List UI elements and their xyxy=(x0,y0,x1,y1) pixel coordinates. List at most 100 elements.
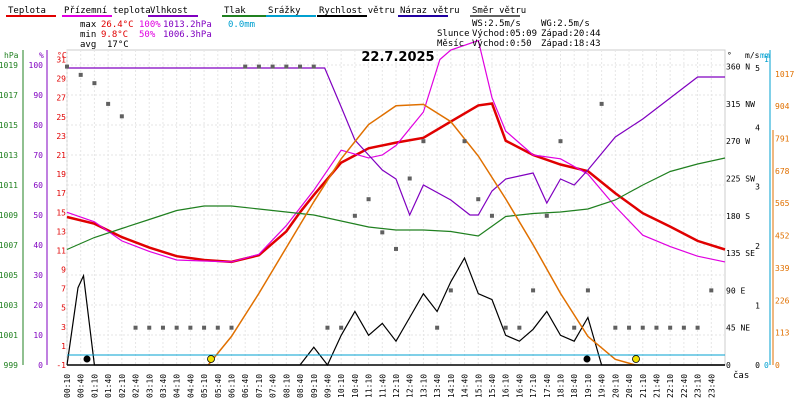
temperature-tick: -1 xyxy=(56,361,66,370)
temperature-tick: 21 xyxy=(56,151,66,160)
humidity-axis-label: % xyxy=(39,51,44,60)
solar-tick: 113 xyxy=(775,329,790,338)
wind-dir-axis-label: ° xyxy=(727,51,732,60)
x-tick-label: 14:40 xyxy=(461,374,470,398)
temperature-tick: 11 xyxy=(56,246,66,255)
wind-dir-point xyxy=(298,64,303,69)
x-tick-label: 03:10 xyxy=(145,374,154,398)
stats-avg-label: avg xyxy=(80,40,96,50)
solar-tick: 791 xyxy=(775,134,790,143)
x-tick-label: 01:10 xyxy=(90,374,99,398)
info-block: WS:2.5m/s WG:2.5m/s Slunce Východ:05:09 … xyxy=(437,19,601,49)
wind-dir-point xyxy=(366,197,371,202)
temperature-tick: 27 xyxy=(56,94,66,103)
wind-dir-point xyxy=(668,325,673,330)
x-tick-label: 02:10 xyxy=(118,374,127,398)
legend-item: Náraz větru xyxy=(400,6,460,16)
x-tick-label: 22:10 xyxy=(666,374,675,398)
x-tick-label: 05:10 xyxy=(200,374,209,398)
pressure-tick: 1001 xyxy=(0,331,18,340)
x-tick-label: 10:40 xyxy=(351,374,360,398)
wind-speed-axis-label: m/s xyxy=(745,51,760,60)
humidity-tick: 0 xyxy=(38,361,43,370)
pressure-axis-label: hPa xyxy=(4,51,19,60)
x-tick-label: 09:40 xyxy=(323,374,332,398)
legend-item: Vlhkost xyxy=(150,6,188,16)
wind-dir-point xyxy=(215,325,220,330)
wind-speed-tick: 2 xyxy=(755,242,760,251)
x-tick-label: 08:40 xyxy=(296,374,305,398)
wind-dir-point xyxy=(462,139,467,144)
wind-dir-point xyxy=(531,288,536,293)
x-tick-label: 06:10 xyxy=(228,374,237,398)
wind-dir-point xyxy=(65,64,69,69)
wind-dir-point xyxy=(78,72,83,77)
pressure-tick: 999 xyxy=(4,361,19,370)
humidity-tick: 20 xyxy=(33,301,43,310)
wind-dir-tick: 225 SW xyxy=(726,174,755,183)
rain-axis-label: mm xyxy=(760,51,770,60)
moonset-marker xyxy=(583,355,591,363)
wind-dir-point xyxy=(599,101,604,106)
sunrise-marker xyxy=(207,355,215,363)
wind-dir-point xyxy=(558,139,563,144)
humidity-tick: 50 xyxy=(33,211,43,220)
sunset-marker xyxy=(632,355,640,363)
temperature-tick: 3 xyxy=(61,323,66,332)
legend-item: Směr větru xyxy=(472,6,526,16)
grid xyxy=(66,49,726,366)
legend-item: Teplota xyxy=(8,6,46,16)
legend-item: Srážky xyxy=(268,6,301,16)
rain-tick: 0 xyxy=(764,361,769,370)
wind-dir-point xyxy=(544,213,549,218)
temperature-tick: 1 xyxy=(61,342,66,351)
x-tick-label: 00:10 xyxy=(63,374,72,398)
wind-dir-tick: 360 N xyxy=(726,63,750,72)
pressure-tick: 1017 xyxy=(0,91,18,100)
x-tick-label: 16:10 xyxy=(502,374,511,398)
solar-tick: 565 xyxy=(775,199,790,208)
solar-tick: 452 xyxy=(775,232,790,241)
x-tick-label: 16:40 xyxy=(515,374,524,398)
x-tick-label: 19:40 xyxy=(598,374,607,398)
wind-dir-point xyxy=(133,325,138,330)
x-tick-label: 13:40 xyxy=(433,374,442,398)
legend-item: Tlak xyxy=(224,6,246,16)
wind-dir-point xyxy=(256,64,261,69)
solar-tick: 226 xyxy=(775,296,790,305)
wind-dir-point xyxy=(311,64,316,69)
pressure-tick: 1019 xyxy=(0,61,18,70)
temperature-tick: 15 xyxy=(56,208,66,217)
stats-min-hum: 50% xyxy=(139,30,156,40)
pressure-tick: 1003 xyxy=(0,301,18,310)
wind-dir-point xyxy=(489,213,494,218)
x-tick-label: 02:40 xyxy=(132,374,141,398)
x-tick-label: 04:40 xyxy=(186,374,195,398)
x-tick-label: 11:40 xyxy=(378,374,387,398)
info-wg: WG:2.5m/s xyxy=(541,19,590,29)
wind-dir-point xyxy=(106,101,111,106)
temperature-tick: 29 xyxy=(56,75,66,84)
wind-dir-point xyxy=(585,288,590,293)
stats-max-temp: 26.4°C xyxy=(101,20,134,30)
moon-set: Západ:18:43 xyxy=(541,39,601,49)
series-line-1 xyxy=(66,102,726,264)
wind-dir-point xyxy=(229,325,234,330)
wind-dir-point xyxy=(572,325,577,330)
temperature-tick: 23 xyxy=(56,132,66,141)
wind-dir-point xyxy=(695,325,700,330)
wind-dir-tick: 0 xyxy=(726,361,731,370)
sun-rise: Východ:05:09 xyxy=(472,29,537,39)
legend-item: Přízemní teplota xyxy=(64,6,151,16)
stats-avg-temp: 17°C xyxy=(107,40,129,50)
pressure-tick: 1011 xyxy=(0,181,18,190)
wind-dir-point xyxy=(243,64,248,69)
series-line-6 xyxy=(207,103,636,366)
wind-dir-point xyxy=(394,246,398,251)
x-tick-label: 07:40 xyxy=(269,374,278,398)
stats-max-press: 1013.2hPa xyxy=(163,20,212,30)
series-line-3 xyxy=(67,67,725,217)
stats-min-temp: 9.8°C xyxy=(101,30,128,40)
wind-dir-point xyxy=(640,325,645,330)
legend-item: Rychlost větru xyxy=(319,6,395,16)
